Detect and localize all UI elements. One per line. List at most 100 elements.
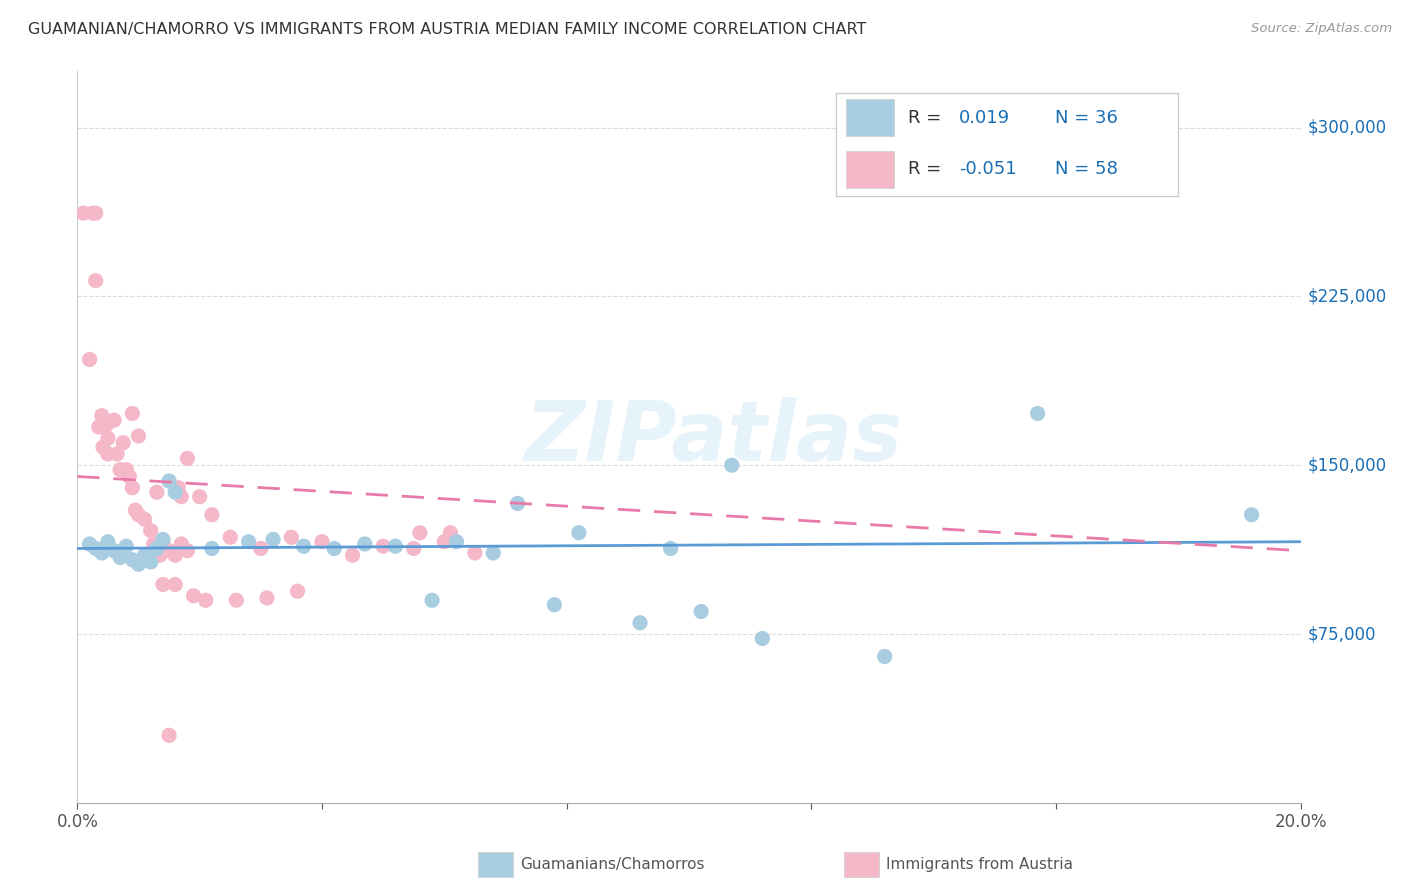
- Point: [152, 577, 174, 591]
- Bar: [846, 151, 894, 187]
- Point: [146, 541, 169, 556]
- Text: N = 36: N = 36: [1054, 109, 1118, 127]
- Point: [1026, 407, 1049, 421]
- Point: [464, 546, 486, 560]
- Point: [79, 537, 101, 551]
- Point: [311, 534, 333, 549]
- Point: [183, 589, 205, 603]
- Point: [127, 508, 149, 522]
- Point: [82, 206, 104, 220]
- Point: [201, 541, 224, 556]
- Point: [72, 206, 94, 220]
- Point: [543, 598, 565, 612]
- Point: [105, 447, 128, 461]
- Point: [659, 541, 682, 556]
- Point: [146, 485, 169, 500]
- Point: [165, 485, 187, 500]
- Point: [402, 541, 425, 556]
- Text: $225,000: $225,000: [1308, 287, 1386, 305]
- Point: [446, 534, 468, 549]
- Point: [84, 541, 107, 556]
- Point: [238, 534, 260, 549]
- Point: [292, 539, 315, 553]
- Point: [628, 615, 651, 630]
- Text: Source: ZipAtlas.com: Source: ZipAtlas.com: [1251, 22, 1392, 36]
- Point: [568, 525, 591, 540]
- Point: [91, 440, 114, 454]
- Point: [157, 543, 180, 558]
- Point: [201, 508, 224, 522]
- Point: [194, 593, 217, 607]
- Text: GUAMANIAN/CHAMORRO VS IMMIGRANTS FROM AUSTRIA MEDIAN FAMILY INCOME CORRELATION C: GUAMANIAN/CHAMORRO VS IMMIGRANTS FROM AU…: [28, 22, 866, 37]
- Text: $300,000: $300,000: [1308, 119, 1386, 136]
- Point: [170, 537, 193, 551]
- Bar: [846, 99, 894, 136]
- Point: [433, 534, 456, 549]
- Point: [262, 533, 284, 547]
- Point: [96, 417, 118, 432]
- Point: [121, 407, 143, 421]
- Point: [371, 539, 394, 553]
- Point: [439, 525, 461, 540]
- Text: R =: R =: [908, 109, 946, 127]
- Point: [250, 541, 273, 556]
- Point: [84, 274, 107, 288]
- Point: [90, 409, 112, 423]
- Point: [323, 541, 346, 556]
- Point: [97, 447, 120, 461]
- Point: [108, 550, 131, 565]
- Point: [690, 605, 713, 619]
- Text: -0.051: -0.051: [959, 160, 1017, 178]
- Point: [157, 474, 180, 488]
- Text: R =: R =: [908, 160, 946, 178]
- Point: [79, 352, 101, 367]
- Point: [1240, 508, 1263, 522]
- Point: [142, 537, 165, 551]
- Point: [152, 533, 174, 547]
- Point: [167, 481, 190, 495]
- Point: [280, 530, 302, 544]
- Text: $75,000: $75,000: [1308, 625, 1376, 643]
- Point: [127, 558, 149, 572]
- Point: [97, 431, 120, 445]
- Point: [115, 463, 138, 477]
- Point: [87, 420, 110, 434]
- Point: [103, 413, 125, 427]
- Point: [108, 463, 131, 477]
- Text: N = 58: N = 58: [1054, 160, 1118, 178]
- Text: $150,000: $150,000: [1308, 456, 1386, 475]
- Point: [188, 490, 211, 504]
- Point: [287, 584, 309, 599]
- Point: [342, 548, 364, 562]
- Point: [139, 524, 162, 538]
- Point: [176, 451, 198, 466]
- Point: [219, 530, 242, 544]
- Point: [225, 593, 247, 607]
- Point: [121, 553, 143, 567]
- Point: [115, 539, 138, 553]
- Point: [97, 534, 120, 549]
- Point: [149, 548, 172, 562]
- Point: [720, 458, 742, 473]
- Point: [157, 728, 180, 742]
- Text: Guamanians/Chamorros: Guamanians/Chamorros: [520, 857, 704, 871]
- Point: [139, 555, 162, 569]
- Point: [409, 525, 432, 540]
- Point: [127, 429, 149, 443]
- Point: [256, 591, 278, 605]
- Point: [751, 632, 773, 646]
- Point: [165, 548, 187, 562]
- Text: ZIPatlas: ZIPatlas: [524, 397, 903, 477]
- Text: Immigrants from Austria: Immigrants from Austria: [886, 857, 1073, 871]
- Point: [121, 481, 143, 495]
- Point: [176, 543, 198, 558]
- Point: [134, 512, 156, 526]
- Point: [482, 546, 505, 560]
- Point: [112, 435, 135, 450]
- Point: [353, 537, 375, 551]
- Point: [420, 593, 443, 607]
- Point: [90, 546, 112, 560]
- Point: [146, 541, 169, 556]
- Point: [134, 548, 156, 562]
- Point: [165, 577, 187, 591]
